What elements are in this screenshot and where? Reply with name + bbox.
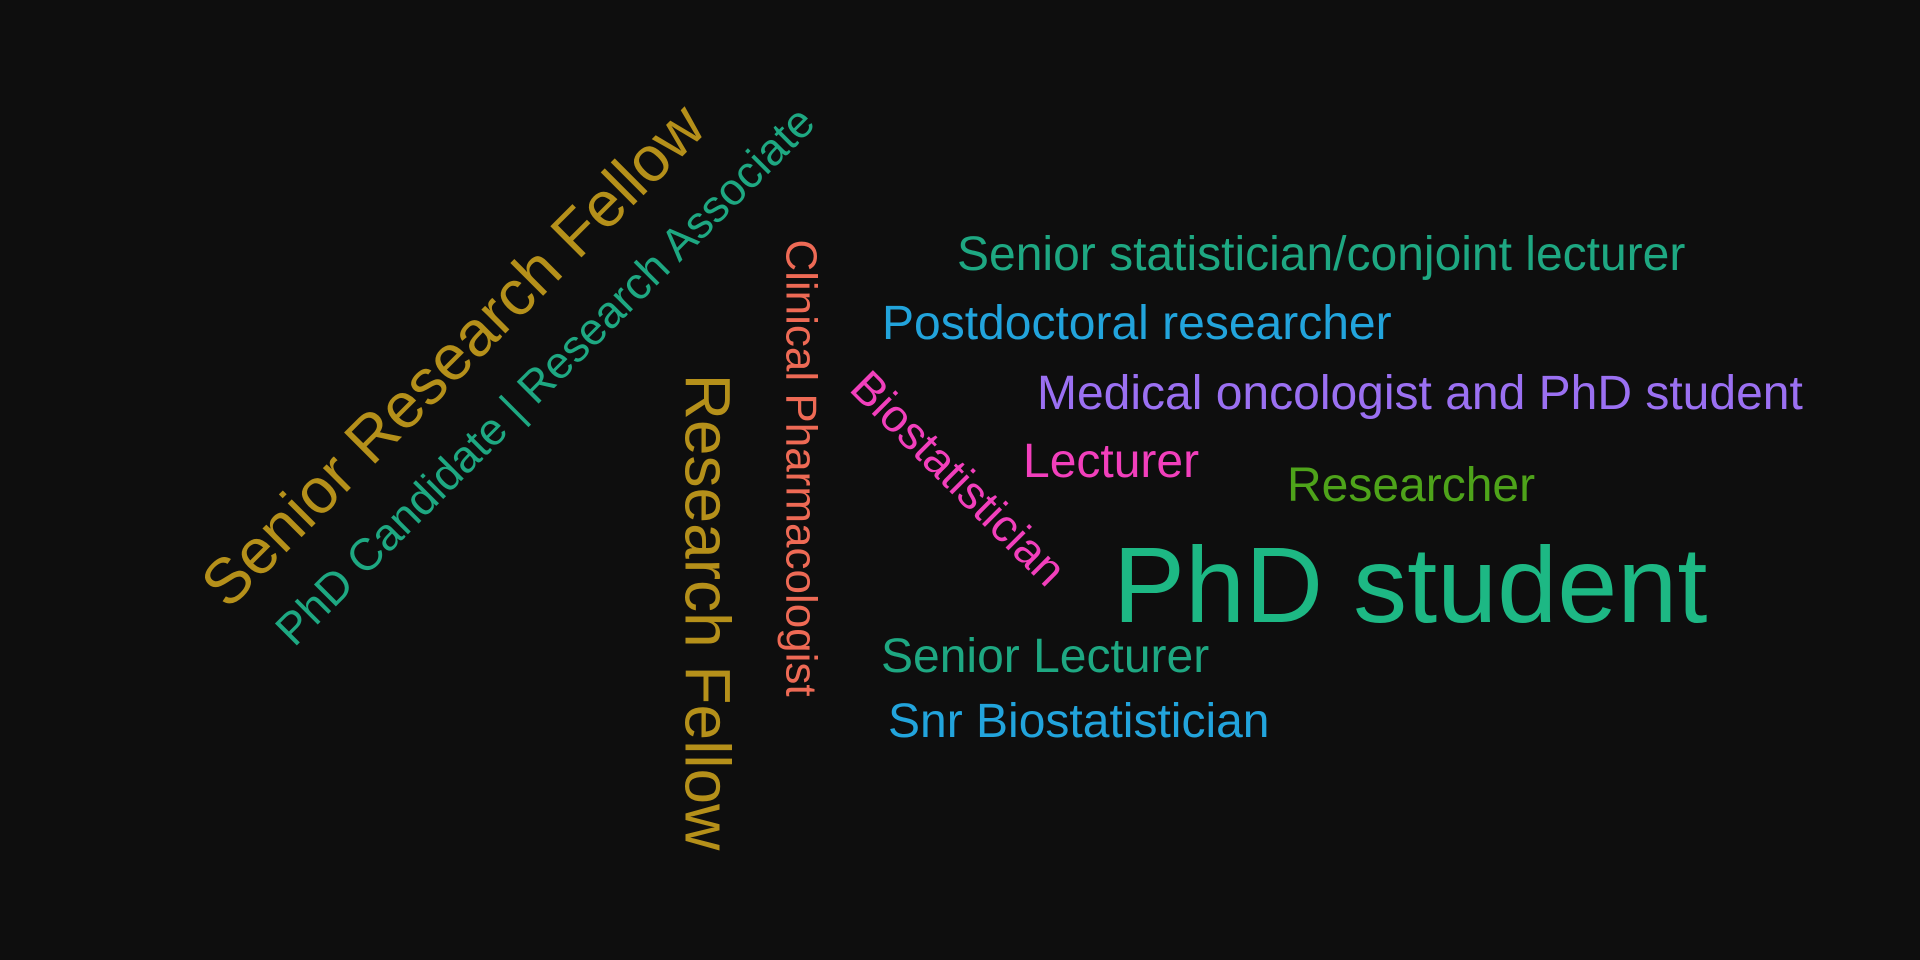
word-researcher: Researcher (1287, 459, 1536, 512)
word-medical-oncologist-phd-student: Medical oncologist and PhD student (1037, 367, 1803, 420)
word-senior-lecturer: Senior Lecturer (881, 630, 1210, 683)
word-lecturer: Lecturer (1023, 435, 1200, 488)
word-senior-statistician-conjoint-lecturer: Senior statistician/conjoint lecturer (957, 228, 1686, 281)
word-research-fellow: Research Fellow (670, 373, 743, 851)
word-snr-biostatistician: Snr Biostatistician (888, 695, 1270, 748)
word-phd-student: PhD student (1113, 524, 1708, 645)
word-senior-research-fellow: Senior Research Fellow (186, 89, 718, 621)
word-postdoctoral-researcher: Postdoctoral researcher (882, 297, 1392, 350)
word-clinical-pharmacologist: Clinical Pharmacologist (776, 239, 826, 697)
